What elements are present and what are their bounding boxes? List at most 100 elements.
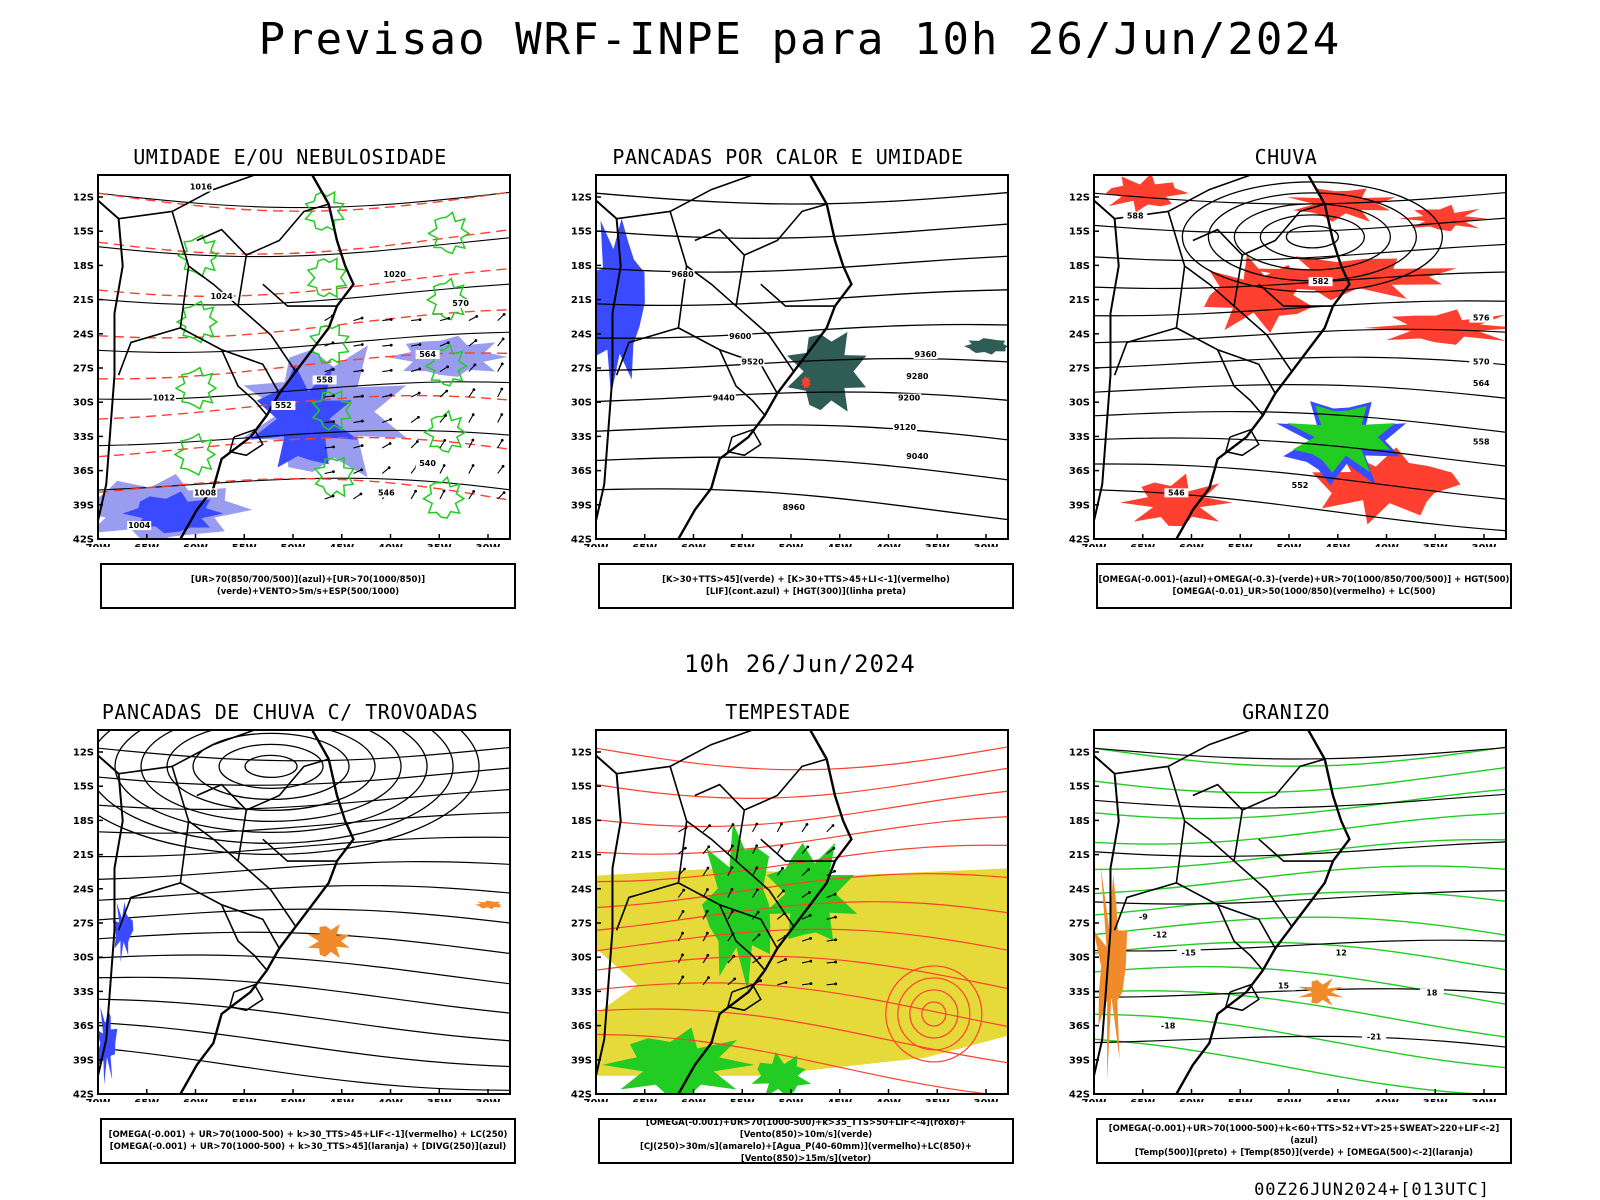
map-chuva[interactable]: 588 582 576 570 564 558 552 546 12S 15S 18S 21S 24S 2… <box>1046 167 1526 547</box>
temp500-contour <box>1094 746 1506 760</box>
contour-label-bg <box>151 393 176 403</box>
map-frame <box>595 174 1009 540</box>
lon-label: 55W <box>730 543 755 547</box>
map-calor[interactable]: 9680 9600 9520 9440 9360 9280 9200 9120 9040 8960… <box>548 167 1028 547</box>
temp500-contour <box>1094 890 1506 905</box>
map-frame <box>97 174 511 540</box>
wind-vector <box>439 465 445 474</box>
temp850-contour <box>1094 788 1506 820</box>
contour-label-bg <box>271 400 296 410</box>
wind850-vector <box>727 867 733 876</box>
legend-line-2: [OMEGA(-0.01)_UR>50(1000/850)(vermelho) … <box>1172 587 1436 597</box>
lat-label: 30S <box>1069 953 1090 964</box>
streamline-vortex <box>885 965 983 1063</box>
state-border <box>1175 265 1276 394</box>
wind-vector <box>353 343 363 347</box>
wind850-vector-head <box>806 845 810 849</box>
lat-label: 39S <box>1069 500 1090 511</box>
wind-vector-head <box>388 442 392 445</box>
streamline <box>98 998 510 1042</box>
wind850-vector-head <box>808 891 811 894</box>
streamline <box>98 931 510 955</box>
lat-label: 39S <box>73 1055 94 1066</box>
lat-label: 21S <box>1069 295 1090 306</box>
wind850-vector <box>826 825 834 833</box>
contour-label: 8960 <box>783 503 806 512</box>
thickness-line <box>98 436 510 458</box>
main-title: Previsao WRF-INPE para 10h 26/Jun/2024 <box>258 14 1342 65</box>
map-umidade[interactable]: 1016 1020 1024 1012 1008 1004 570 564 558 552 546 5… <box>50 167 530 547</box>
wind-vector-head <box>501 337 505 341</box>
lagoon-outline <box>1224 983 1260 1012</box>
streamline <box>1094 328 1506 344</box>
contour-label-bg <box>1156 1021 1181 1031</box>
wind-vector <box>324 342 334 347</box>
contour-label-bg <box>905 451 930 461</box>
lat-label: 24S <box>1069 329 1090 340</box>
legend-box: [OMEGA(-0.001)-(azul)+OMEGA(-0.3)-(verde… <box>1096 563 1512 609</box>
wind850-vector-head <box>755 822 759 826</box>
wind-vector-head <box>331 341 335 345</box>
wind850-vector <box>826 939 836 942</box>
lat-label: 39S <box>571 1055 592 1066</box>
streamline-ellipse <box>244 754 298 779</box>
andes-coastline <box>1094 199 1120 522</box>
wind-vector-head <box>442 464 446 467</box>
streamline-850 <box>596 955 1008 990</box>
wind850-vector-head <box>730 888 734 891</box>
map-frame <box>97 729 511 1095</box>
contour-label: 576 <box>1473 314 1490 323</box>
wind-vector <box>411 343 421 347</box>
lon-label: 45W <box>1325 1098 1350 1102</box>
map-granizo[interactable]: -9 -12 -15 -18 -21 12 15 18 12S 15S 18S 21S 24S 27S 30… <box>1046 722 1526 1102</box>
map-trovoadas[interactable]: 12S 15S 18S 21S 24S 27S 30S 33S 36S 39S 42S70W 65W 6… <box>50 722 530 1102</box>
wind850-vector <box>702 911 708 920</box>
thickness-line <box>98 394 510 420</box>
wind850-vector-head <box>706 866 710 870</box>
state-border <box>196 228 247 256</box>
lat-label: 27S <box>73 364 94 375</box>
wind-vector <box>324 315 333 322</box>
wind850-vector-head <box>681 910 685 913</box>
contour-label: 552 <box>275 401 292 410</box>
wind850-vector-head <box>809 936 812 940</box>
temp850-contour <box>1094 838 1506 871</box>
lon-label: 50W <box>1277 1098 1302 1102</box>
wind850-vector-head <box>681 931 684 935</box>
lat-label: 42S <box>73 1090 94 1101</box>
wind850-vector-head <box>832 846 836 850</box>
lat-label: 33S <box>571 987 592 998</box>
state-border <box>118 765 297 928</box>
wind-vector-head <box>442 489 446 493</box>
contour-label: 588 <box>1127 212 1144 221</box>
instability-orange-area <box>474 900 502 910</box>
thickness-line <box>98 267 510 297</box>
state-border <box>117 882 181 931</box>
wind-vector-head <box>417 415 420 419</box>
lon-label: 55W <box>232 1098 257 1102</box>
contour-label-bg <box>711 393 736 403</box>
lat-label: 21S <box>571 295 592 306</box>
panel-trovoadas: PANCADAS DE CHUVA C/ TROVOADAS 12S 15S 18S… <box>50 700 530 1190</box>
lat-label: 21S <box>1069 850 1090 861</box>
wind-vector <box>468 439 474 449</box>
moisture-contour <box>175 300 219 344</box>
contour-label: 540 <box>419 459 436 468</box>
wind-vector <box>410 368 420 373</box>
wind850-vector-head <box>706 953 710 957</box>
streamline <box>1094 437 1506 467</box>
streamline <box>98 860 510 880</box>
lat-label: 36S <box>571 1021 592 1032</box>
wind850-vector <box>677 976 684 986</box>
state-border <box>1233 758 1325 862</box>
contour-label-bg <box>209 291 234 301</box>
wind850-vector-head <box>758 956 762 960</box>
lat-label: 36S <box>571 466 592 477</box>
wind850-vector-head <box>683 867 686 871</box>
lon-label: 40W <box>876 543 901 547</box>
map-tempestade[interactable]: 12S 15S 18S 21S 24S 27S 30S 33S 36S 39S 42S70W 65W 6… <box>548 722 1028 1102</box>
lon-label: 50W <box>1277 543 1302 547</box>
legend-box: [K>30+TTS>45](verde) + [K>30+TTS>45+LI<-… <box>598 563 1014 609</box>
axes: 12S 15S 18S 21S 24S 27S 30S 33S 36S 39S 42S70W 65W 6… <box>571 729 1009 1102</box>
axes: 12S 15S 18S 21S 24S 27S 30S 33S 36S 39S 42S70W 65W 6… <box>1069 729 1507 1102</box>
